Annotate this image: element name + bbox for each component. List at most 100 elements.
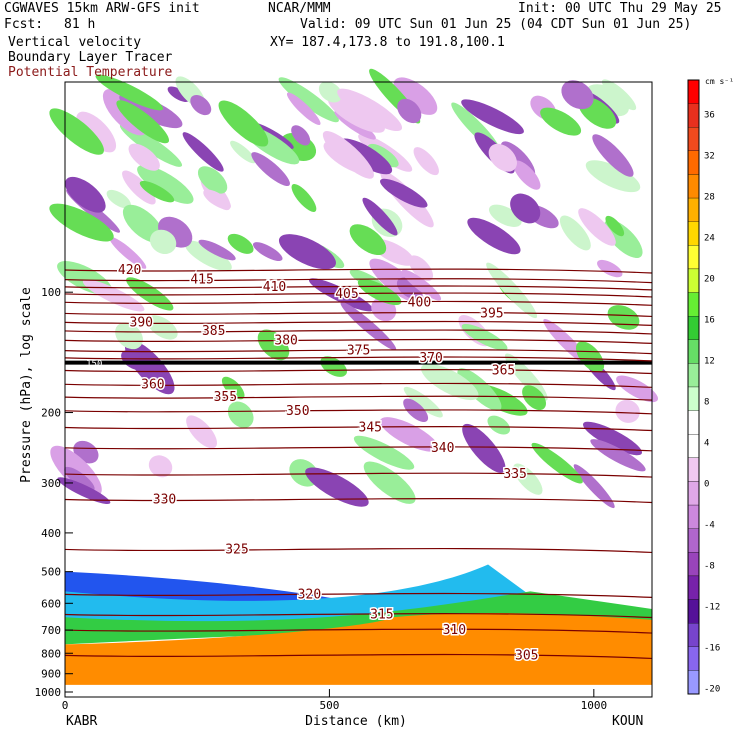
velocity-cell [252,242,283,261]
theta-contour-355 [64,395,653,401]
velocity-cell [218,100,269,147]
theta-label-345: 345 [359,421,382,436]
colorbar-swatch [687,150,700,175]
velocity-cell [137,164,194,204]
colorbar-label-24: 24 [704,234,715,244]
velocity-cell [197,166,228,194]
velocity-cell [393,77,438,115]
velocity-cell [278,234,336,270]
colorbar-swatch [687,174,700,199]
theta-contour-400 [64,300,653,306]
colorbar: 36 32 28 24 20 16 12 8 4 0 -4 -8 -12 -16 -20 [687,79,720,695]
forecast-label: Fcst: [4,17,44,32]
velocity-cell [561,80,594,110]
colorbar-swatch [687,670,700,695]
colorbar-label-28: 28 [704,193,715,203]
theta-label-355: 355 [214,390,237,405]
velocity-cell [363,461,416,504]
velocity-cell [148,455,173,478]
colorbar-swatch [687,292,700,317]
velocity-cell [128,143,160,171]
field-vertical-velocity: Vertical velocity [8,35,142,50]
velocity-cell [257,329,290,361]
colorbar-swatch [687,528,700,553]
theta-contour-350 [64,409,653,415]
velocity-cell [95,74,164,111]
colorbar-label-8: 8 [704,398,709,408]
theta-label-400: 400 [408,295,431,310]
velocity-cell [607,305,640,330]
velocity-cell [575,341,605,373]
colorbar-swatch [687,245,700,270]
colorbar-label--20: -20 [704,685,720,695]
colorbar-swatch [687,646,700,671]
velocity-cell [337,88,403,132]
velocity-cell [486,262,538,319]
velocity-cell [65,176,106,213]
velocity-cell [251,152,290,187]
forecast-hour: 81 h [64,17,96,32]
velocity-cell [305,467,369,507]
plot-frame [64,81,653,698]
velocity-cell [106,189,131,209]
init-time: Init: 00 UTC Thu 29 May 25 [518,1,722,16]
theta-contour-380 [64,338,653,345]
velocity-cell [109,236,147,269]
colorbar-swatch [687,197,700,222]
potential-temperature-contours: 420 415 410 405 400 395 390 385 380 375 370 365 360 3… [64,262,653,665]
velocity-cell [190,94,212,116]
right-endpoint-label: KOUN [612,714,643,729]
boundary-layer-tracer-fill: 150 [65,360,652,685]
colorbar-swatch [687,457,700,482]
tracer-150-label: 150 [86,360,102,370]
velocity-cell [57,477,111,505]
theta-contour-340 [64,446,653,452]
velocity-cell [380,417,439,452]
colorbar-label--8: -8 [704,562,715,572]
velocity-cell [592,134,634,177]
theta-label-370: 370 [419,351,442,366]
y-tick-label-600: 600 [41,597,61,610]
colorbar-swatch [687,79,700,104]
velocity-cell [64,466,95,492]
velocity-cell [198,239,236,261]
theta-contour-365 [64,369,653,375]
velocity-cell [139,180,175,203]
velocity-cell [421,363,479,401]
velocity-cell [362,197,398,236]
y-tick-label-900: 900 [41,668,61,681]
colorbar-swatch [687,504,700,529]
velocity-cell [149,229,177,255]
velocity-cell [488,143,517,172]
y-tick-label-100: 100 [41,286,61,299]
velocity-cell [408,255,434,282]
colorbar-label-16: 16 [704,316,715,326]
velocity-cell [573,464,615,509]
theta-contour-310 [64,628,653,634]
colorbar-label-36: 36 [704,111,715,121]
velocity-cell [182,132,224,172]
theta-label-360: 360 [141,377,164,392]
theta-contour-385 [64,329,653,335]
colorbar-swatch [687,481,700,506]
velocity-cell [522,385,546,411]
velocity-cell [462,423,506,473]
theta-label-380: 380 [274,333,297,348]
velocity-cell [380,178,428,208]
velocity-cell [457,368,502,411]
velocity-cell [487,415,511,435]
field-potential-temperature: Potential Temperature [8,65,173,80]
velocity-cell [320,356,348,377]
theta-label-415: 415 [190,273,213,288]
theta-label-350: 350 [286,404,309,419]
theta-label-395: 395 [480,306,503,321]
cross-section-endpoints: XY= 187.4,173.8 to 191.8,100.1 [270,35,505,50]
velocity-cell [318,81,343,103]
velocity-cell [397,98,422,124]
colorbar-label--12: -12 [704,603,720,613]
colorbar-label-0: 0 [704,480,709,490]
colorbar-unit: cm s⁻¹ [705,77,734,86]
colorbar-swatch [687,363,700,388]
model-title: CGWAVES 15km ARW-GFS init [4,1,200,16]
